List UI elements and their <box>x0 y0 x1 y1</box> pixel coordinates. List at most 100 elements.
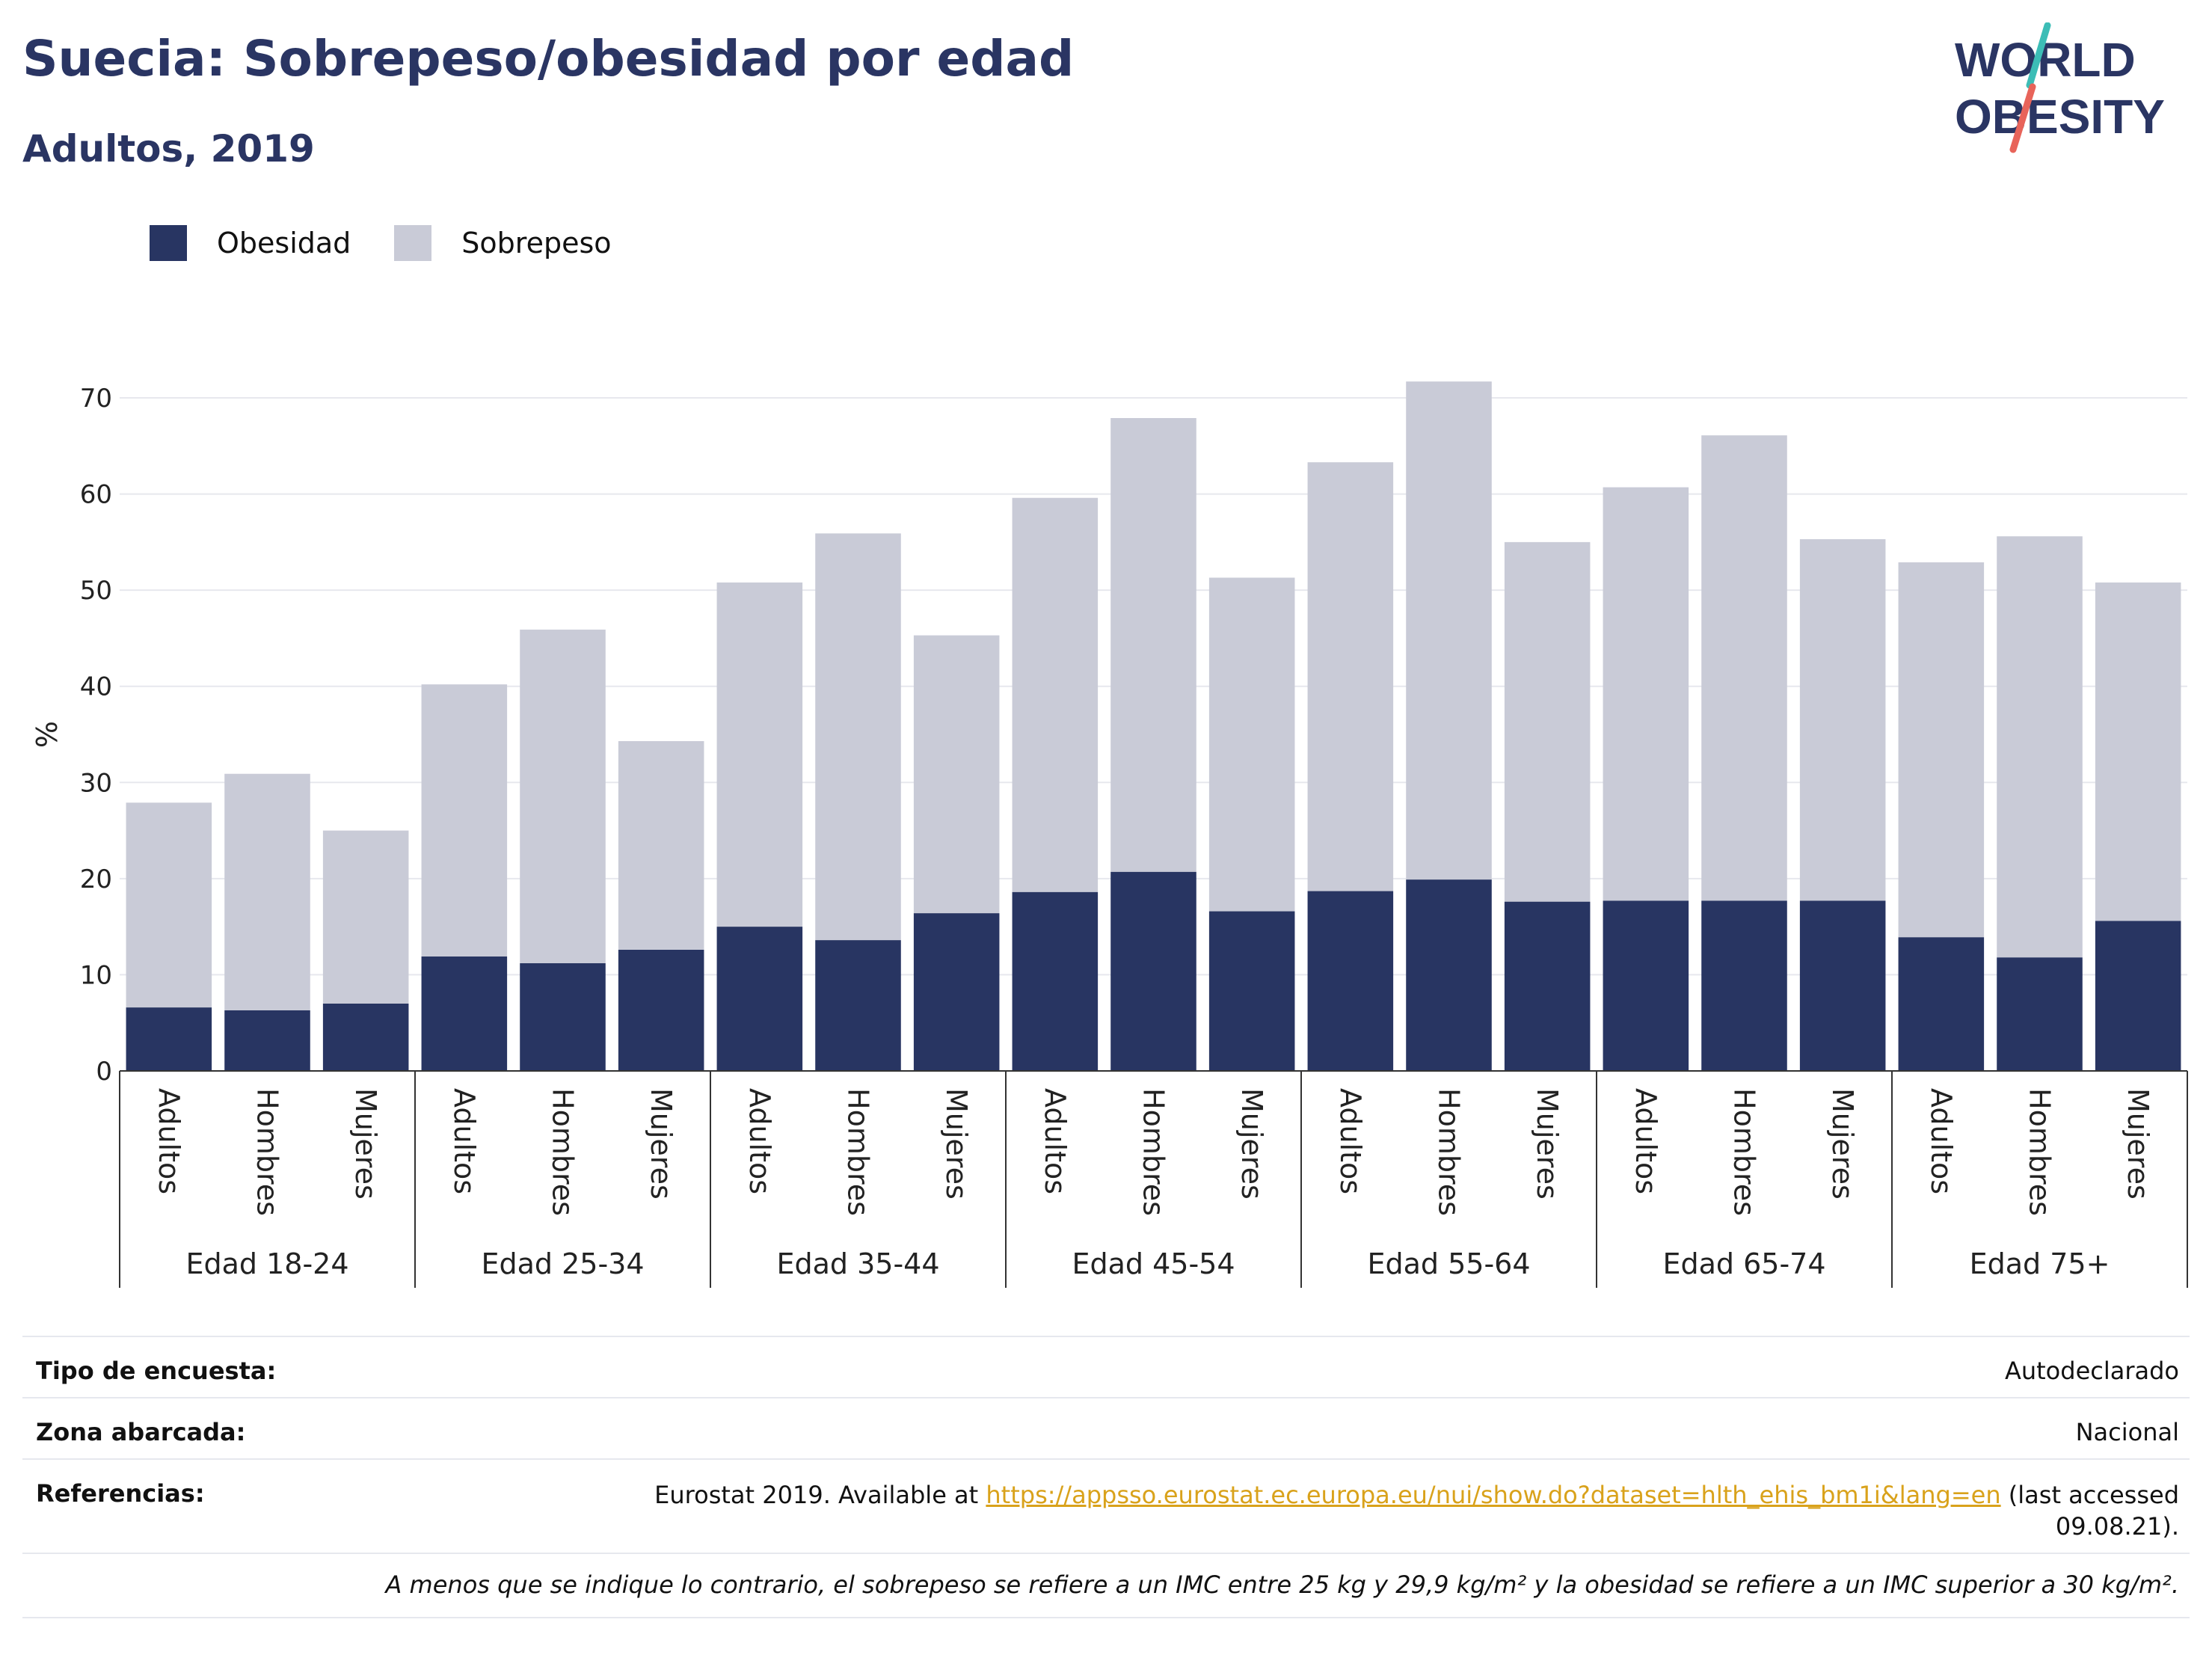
x-subcategory-label: Mujeres <box>1235 1088 1268 1200</box>
bar-obesidad <box>1504 901 1591 1071</box>
y-axis-label: % <box>31 721 64 748</box>
world-obesity-logo: WORLD OBESITY <box>1955 22 2165 153</box>
x-subcategory-label: Mujeres <box>1531 1088 1564 1200</box>
x-subcategory-label: Adultos <box>1334 1088 1367 1194</box>
bar-sobrepeso <box>815 533 901 941</box>
y-tick-label: 30 <box>80 768 112 798</box>
chart-subtitle: Adultos, 2019 <box>22 127 315 171</box>
x-subcategory-label: Hombres <box>547 1088 580 1216</box>
bar-obesidad <box>520 963 606 1071</box>
footer-row-area: Zona abarcada: Nacional <box>22 1397 2190 1458</box>
bar-sobrepeso <box>1701 435 1787 901</box>
survey-type-value: Autodeclarado <box>2004 1357 2179 1385</box>
x-subcategory-label: Mujeres <box>940 1088 973 1200</box>
x-group-label: Edad 45-54 <box>1072 1247 1235 1280</box>
x-group-label: Edad 25-34 <box>481 1247 644 1280</box>
bar-sobrepeso <box>520 629 606 963</box>
bar-obesidad <box>1307 891 1394 1071</box>
bar-obesidad <box>126 1007 212 1071</box>
bar-obesidad <box>1603 900 1689 1071</box>
legend-item-sobrepeso: Sobrepeso <box>394 225 612 261</box>
bar-sobrepeso <box>322 830 409 1004</box>
bar-obesidad <box>1701 900 1787 1071</box>
bar-obesidad <box>1406 879 1492 1071</box>
x-subcategory-label: Mujeres <box>349 1088 382 1200</box>
bar-sobrepeso <box>1307 462 1394 891</box>
x-subcategory-label: Mujeres <box>1826 1088 1859 1200</box>
logo-slash-teal <box>2026 22 2051 89</box>
bar-obesidad <box>618 950 704 1071</box>
chart-footer: Tipo de encuesta: Autodeclarado Zona aba… <box>22 1336 2190 1620</box>
bar-obesidad <box>815 940 901 1071</box>
chart-legend: Obesidad Sobrepeso <box>150 224 655 262</box>
footer-row-survey: Tipo de encuesta: Autodeclarado <box>22 1336 2190 1397</box>
references-date: 09.08.21). <box>2055 1512 2179 1541</box>
bar-obesidad <box>224 1010 310 1071</box>
y-tick-label: 40 <box>80 672 112 702</box>
bar-obesidad <box>1208 911 1295 1071</box>
bar-sobrepeso <box>126 802 212 1008</box>
x-group-label: Edad 18-24 <box>185 1247 348 1280</box>
x-group-label: Edad 65-74 <box>1662 1247 1825 1280</box>
x-subcategory-label: Adultos <box>1039 1088 1072 1194</box>
bar-sobrepeso <box>1898 562 1985 938</box>
bar-sobrepeso <box>913 635 1000 914</box>
x-subcategory-label: Hombres <box>842 1088 875 1216</box>
references-suffix: (last accessed <box>2008 1481 2179 1509</box>
references-link[interactable]: https://appsso.eurostat.ec.europa.eu/nui… <box>986 1481 2001 1509</box>
bar-obesidad <box>421 957 508 1071</box>
bar-sobrepeso <box>618 741 704 950</box>
bar-obesidad <box>322 1004 409 1071</box>
bar-sobrepeso <box>1110 418 1196 872</box>
x-subcategory-label: Hombres <box>251 1088 284 1216</box>
y-tick-label: 10 <box>80 960 112 990</box>
y-tick-label: 50 <box>80 576 112 606</box>
definition-note: A menos que se indique lo contrario, el … <box>385 1570 2179 1599</box>
bar-obesidad <box>716 927 803 1071</box>
x-subcategory-label: Adultos <box>743 1088 776 1194</box>
x-subcategory-label: Hombres <box>1137 1088 1170 1216</box>
x-subcategory-label: Adultos <box>448 1088 481 1194</box>
bar-sobrepeso <box>224 773 310 1010</box>
x-group-label: Edad 55-64 <box>1367 1247 1530 1280</box>
bar-obesidad <box>1799 900 1886 1071</box>
x-subcategory-label: Hombres <box>1433 1088 1466 1216</box>
y-tick-label: 20 <box>80 865 112 894</box>
bar-obesidad <box>913 913 1000 1071</box>
references-line-1: Eurostat 2019. Available at https://apps… <box>654 1479 2179 1511</box>
references-label: Referencias: <box>36 1479 205 1508</box>
bar-sobrepeso <box>1406 381 1492 880</box>
bar-obesidad <box>1997 957 2083 1071</box>
stacked-bar-chart: 0 10 20 30 40 50 60 70% Adultos Hombres Mujeres Eda… <box>31 381 2188 1288</box>
bar-obesidad <box>1898 937 1985 1071</box>
y-tick-label: 60 <box>80 480 112 510</box>
bar-obesidad <box>1012 891 1099 1071</box>
legend-label-obesidad: Obesidad <box>217 227 351 260</box>
bar-sobrepeso <box>1504 541 1591 902</box>
x-subcategory-label: Mujeres <box>645 1088 678 1200</box>
bar-sobrepeso <box>1603 487 1689 901</box>
logo-text-obesity: OBESITY <box>1955 90 2165 144</box>
legend-item-obesidad: Obesidad <box>150 225 351 261</box>
logo-slash-red <box>2009 83 2036 153</box>
legend-label-sobrepeso: Sobrepeso <box>461 227 612 260</box>
x-subcategory-label: Hombres <box>1728 1088 1761 1216</box>
bar-obesidad <box>2095 921 2181 1071</box>
bar-sobrepeso <box>1012 497 1099 892</box>
references-value: Eurostat 2019. Available at https://apps… <box>654 1479 2179 1542</box>
bar-sobrepeso <box>1208 577 1295 912</box>
coverage-area-value: Nacional <box>2075 1418 2179 1446</box>
y-tick-label: 70 <box>80 384 112 414</box>
x-subcategory-label: Mujeres <box>2122 1088 2154 1200</box>
x-subcategory-label: Adultos <box>153 1088 185 1194</box>
x-group-label: Edad 75+ <box>1970 1247 2110 1280</box>
bar-sobrepeso <box>1997 536 2083 958</box>
x-subcategory-label: Adultos <box>1629 1088 1662 1194</box>
x-subcategory-label: Adultos <box>1925 1088 1958 1194</box>
bar-sobrepeso <box>2095 582 2181 921</box>
chart-title: Suecia: Sobrepeso/obesidad por edad <box>22 30 1075 87</box>
x-group-label: Edad 35-44 <box>776 1247 939 1280</box>
bar-sobrepeso <box>1799 539 1886 901</box>
survey-type-label: Tipo de encuesta: <box>36 1357 277 1385</box>
x-subcategory-label: Hombres <box>2024 1088 2056 1216</box>
